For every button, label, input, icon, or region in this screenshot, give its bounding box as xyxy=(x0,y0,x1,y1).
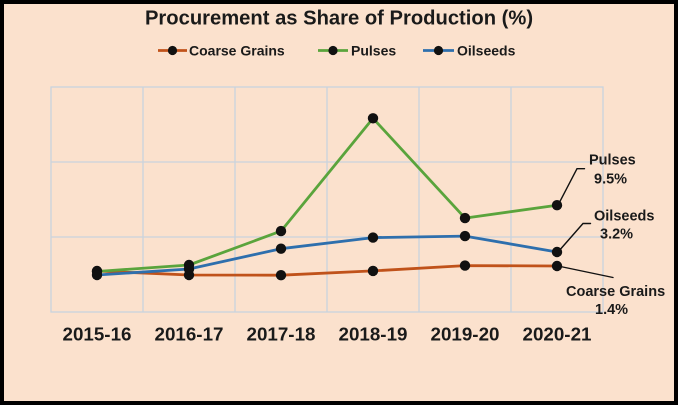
svg-text:3.2%: 3.2% xyxy=(600,227,633,243)
svg-text:2020-21: 2020-21 xyxy=(523,324,592,345)
svg-text:9.5%: 9.5% xyxy=(594,172,627,188)
svg-text:2019-20: 2019-20 xyxy=(431,324,500,345)
svg-text:Oilseeds: Oilseeds xyxy=(457,43,516,59)
svg-text:Coarse Grains: Coarse Grains xyxy=(189,43,285,59)
svg-text:Pulses: Pulses xyxy=(351,43,396,59)
svg-text:2018-19: 2018-19 xyxy=(339,324,408,345)
svg-text:2016-17: 2016-17 xyxy=(155,324,224,345)
svg-text:Procurement as Share of Produc: Procurement as Share of Production (%) xyxy=(145,8,533,30)
svg-text:1.4%: 1.4% xyxy=(595,302,628,318)
svg-text:2017-18: 2017-18 xyxy=(247,324,316,345)
svg-text:2015-16: 2015-16 xyxy=(63,324,132,345)
svg-text:Coarse Grains: Coarse Grains xyxy=(566,284,665,300)
svg-text:Oilseeds: Oilseeds xyxy=(594,209,654,225)
svg-text:Pulses: Pulses xyxy=(589,153,636,169)
